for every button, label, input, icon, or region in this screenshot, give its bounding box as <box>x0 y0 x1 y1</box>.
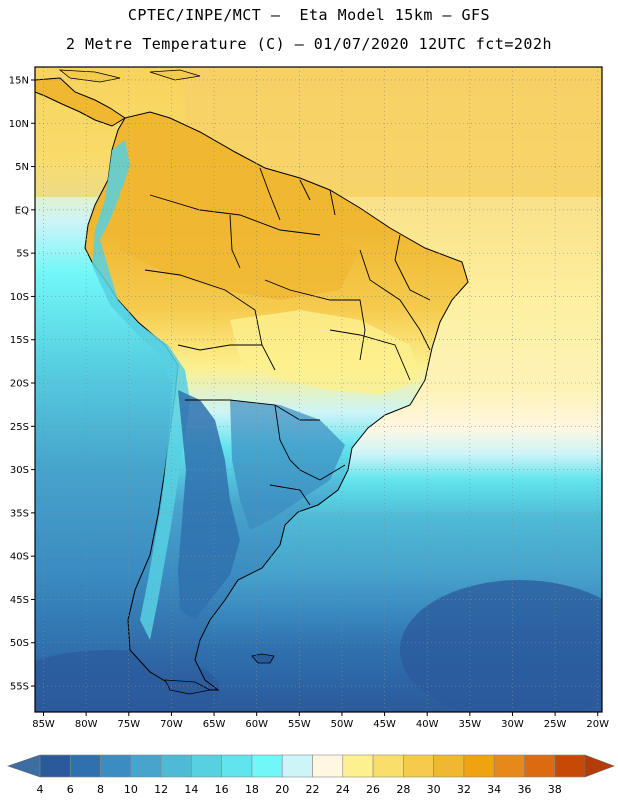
colorbar-swatch <box>130 754 162 778</box>
colorbar-swatch <box>100 754 132 778</box>
country-borders <box>144 167 431 506</box>
falkland-islands <box>251 653 275 664</box>
map-title-line-2: 2 Metre Temperature (C) – 01/07/2020 12U… <box>65 35 553 53</box>
colorbar-swatch <box>463 754 495 778</box>
colorbar-label: 10 <box>124 783 138 796</box>
colorbar-swatch <box>160 754 192 778</box>
colorbar-label: 30 <box>427 783 441 796</box>
lon-tick-label: 65W <box>203 719 226 730</box>
lon-tick-label: 25W <box>544 719 567 730</box>
lat-tick-label: 5N <box>15 162 29 173</box>
longitude-axis: 85W 80W 75W 70W 65W 60W 55W 50W 45W 40W 35W 30W 25W 2… <box>32 712 609 730</box>
colorbar-swatch <box>251 754 283 778</box>
colorbar-label: 8 <box>97 783 104 796</box>
colorbar-swatch <box>433 754 465 778</box>
plot-frame <box>34 66 603 713</box>
colorbar-label: 12 <box>154 783 168 796</box>
lon-tick-label: 70W <box>160 719 183 730</box>
lon-tick-label: 35W <box>459 719 482 730</box>
colorbar-label: 32 <box>457 783 471 796</box>
lat-tick-label: 20S <box>10 379 29 390</box>
colorbar-label: 22 <box>306 783 320 796</box>
lat-tick-label: EQ <box>15 205 29 216</box>
lat-tick-label: 15S <box>10 335 29 346</box>
temperature-field <box>35 67 602 712</box>
colorbar-swatch <box>493 754 525 778</box>
colorbar-label: 24 <box>336 783 350 796</box>
lat-tick-label: 15N <box>9 75 29 86</box>
lon-tick-label: 55W <box>288 719 311 730</box>
colorbar-label: 4 <box>37 783 44 796</box>
colorbar-label: 18 <box>245 783 259 796</box>
lat-tick-label: 10N <box>9 119 29 130</box>
colorbar-swatch <box>221 754 253 778</box>
colorbar: 4 6 8 10 12 14 16 18 20 22 24 26 28 30 32 34 36 38 <box>7 754 615 796</box>
colorbar-label: 16 <box>215 783 229 796</box>
colorbar-label: 38 <box>548 783 562 796</box>
colorbar-swatch <box>191 754 222 778</box>
colorbar-swatch <box>39 754 71 778</box>
colorbar-label: 6 <box>67 783 74 796</box>
lon-tick-label: 50W <box>331 719 354 730</box>
colorbar-swatch <box>342 754 374 778</box>
lon-tick-label: 40W <box>416 719 439 730</box>
latitude-axis: 15N 10N 5N EQ 5S 10S 15S 20S 25S 30S 35S 40S 45S 50S 5… <box>9 75 35 693</box>
colorbar-label: 34 <box>487 783 501 796</box>
colorbar-label: 20 <box>275 783 289 796</box>
colorbar-swatch <box>312 754 344 778</box>
graticule <box>35 67 602 712</box>
lon-tick-label: 60W <box>245 719 268 730</box>
lat-tick-label: 5S <box>16 249 29 260</box>
colorbar-left-arrow <box>7 754 41 778</box>
colorbar-swatch <box>372 754 404 778</box>
lat-tick-label: 45S <box>10 595 29 606</box>
lat-tick-label: 25S <box>10 422 29 433</box>
lat-tick-label: 55S <box>10 682 29 693</box>
lon-tick-label: 85W <box>32 719 55 730</box>
lat-tick-label: 40S <box>10 552 29 563</box>
colorbar-label: 36 <box>517 783 531 796</box>
lat-tick-label: 30S <box>10 465 29 476</box>
lat-tick-label: 35S <box>10 508 29 519</box>
colorbar-label: 28 <box>396 783 410 796</box>
lon-tick-label: 20W <box>586 719 609 730</box>
central-america-land <box>35 77 126 127</box>
colorbar-swatch <box>69 754 101 778</box>
colorbar-right-arrow <box>584 754 615 778</box>
lon-tick-label: 80W <box>75 719 98 730</box>
lon-tick-label: 30W <box>501 719 524 730</box>
colorbar-swatch <box>281 754 313 778</box>
lat-tick-label: 10S <box>10 292 29 303</box>
lon-tick-label: 75W <box>117 719 140 730</box>
colorbar-swatch <box>524 754 556 778</box>
colorbar-label: 26 <box>366 783 380 796</box>
colorbar-swatch <box>554 754 586 778</box>
colorbar-swatch <box>403 754 434 778</box>
lat-tick-label: 50S <box>10 638 29 649</box>
lon-tick-label: 45W <box>373 719 396 730</box>
map-title-line-1: CPTEC/INPE/MCT – Eta Model 15km – GFS <box>127 6 491 24</box>
colorbar-label: 14 <box>184 783 198 796</box>
